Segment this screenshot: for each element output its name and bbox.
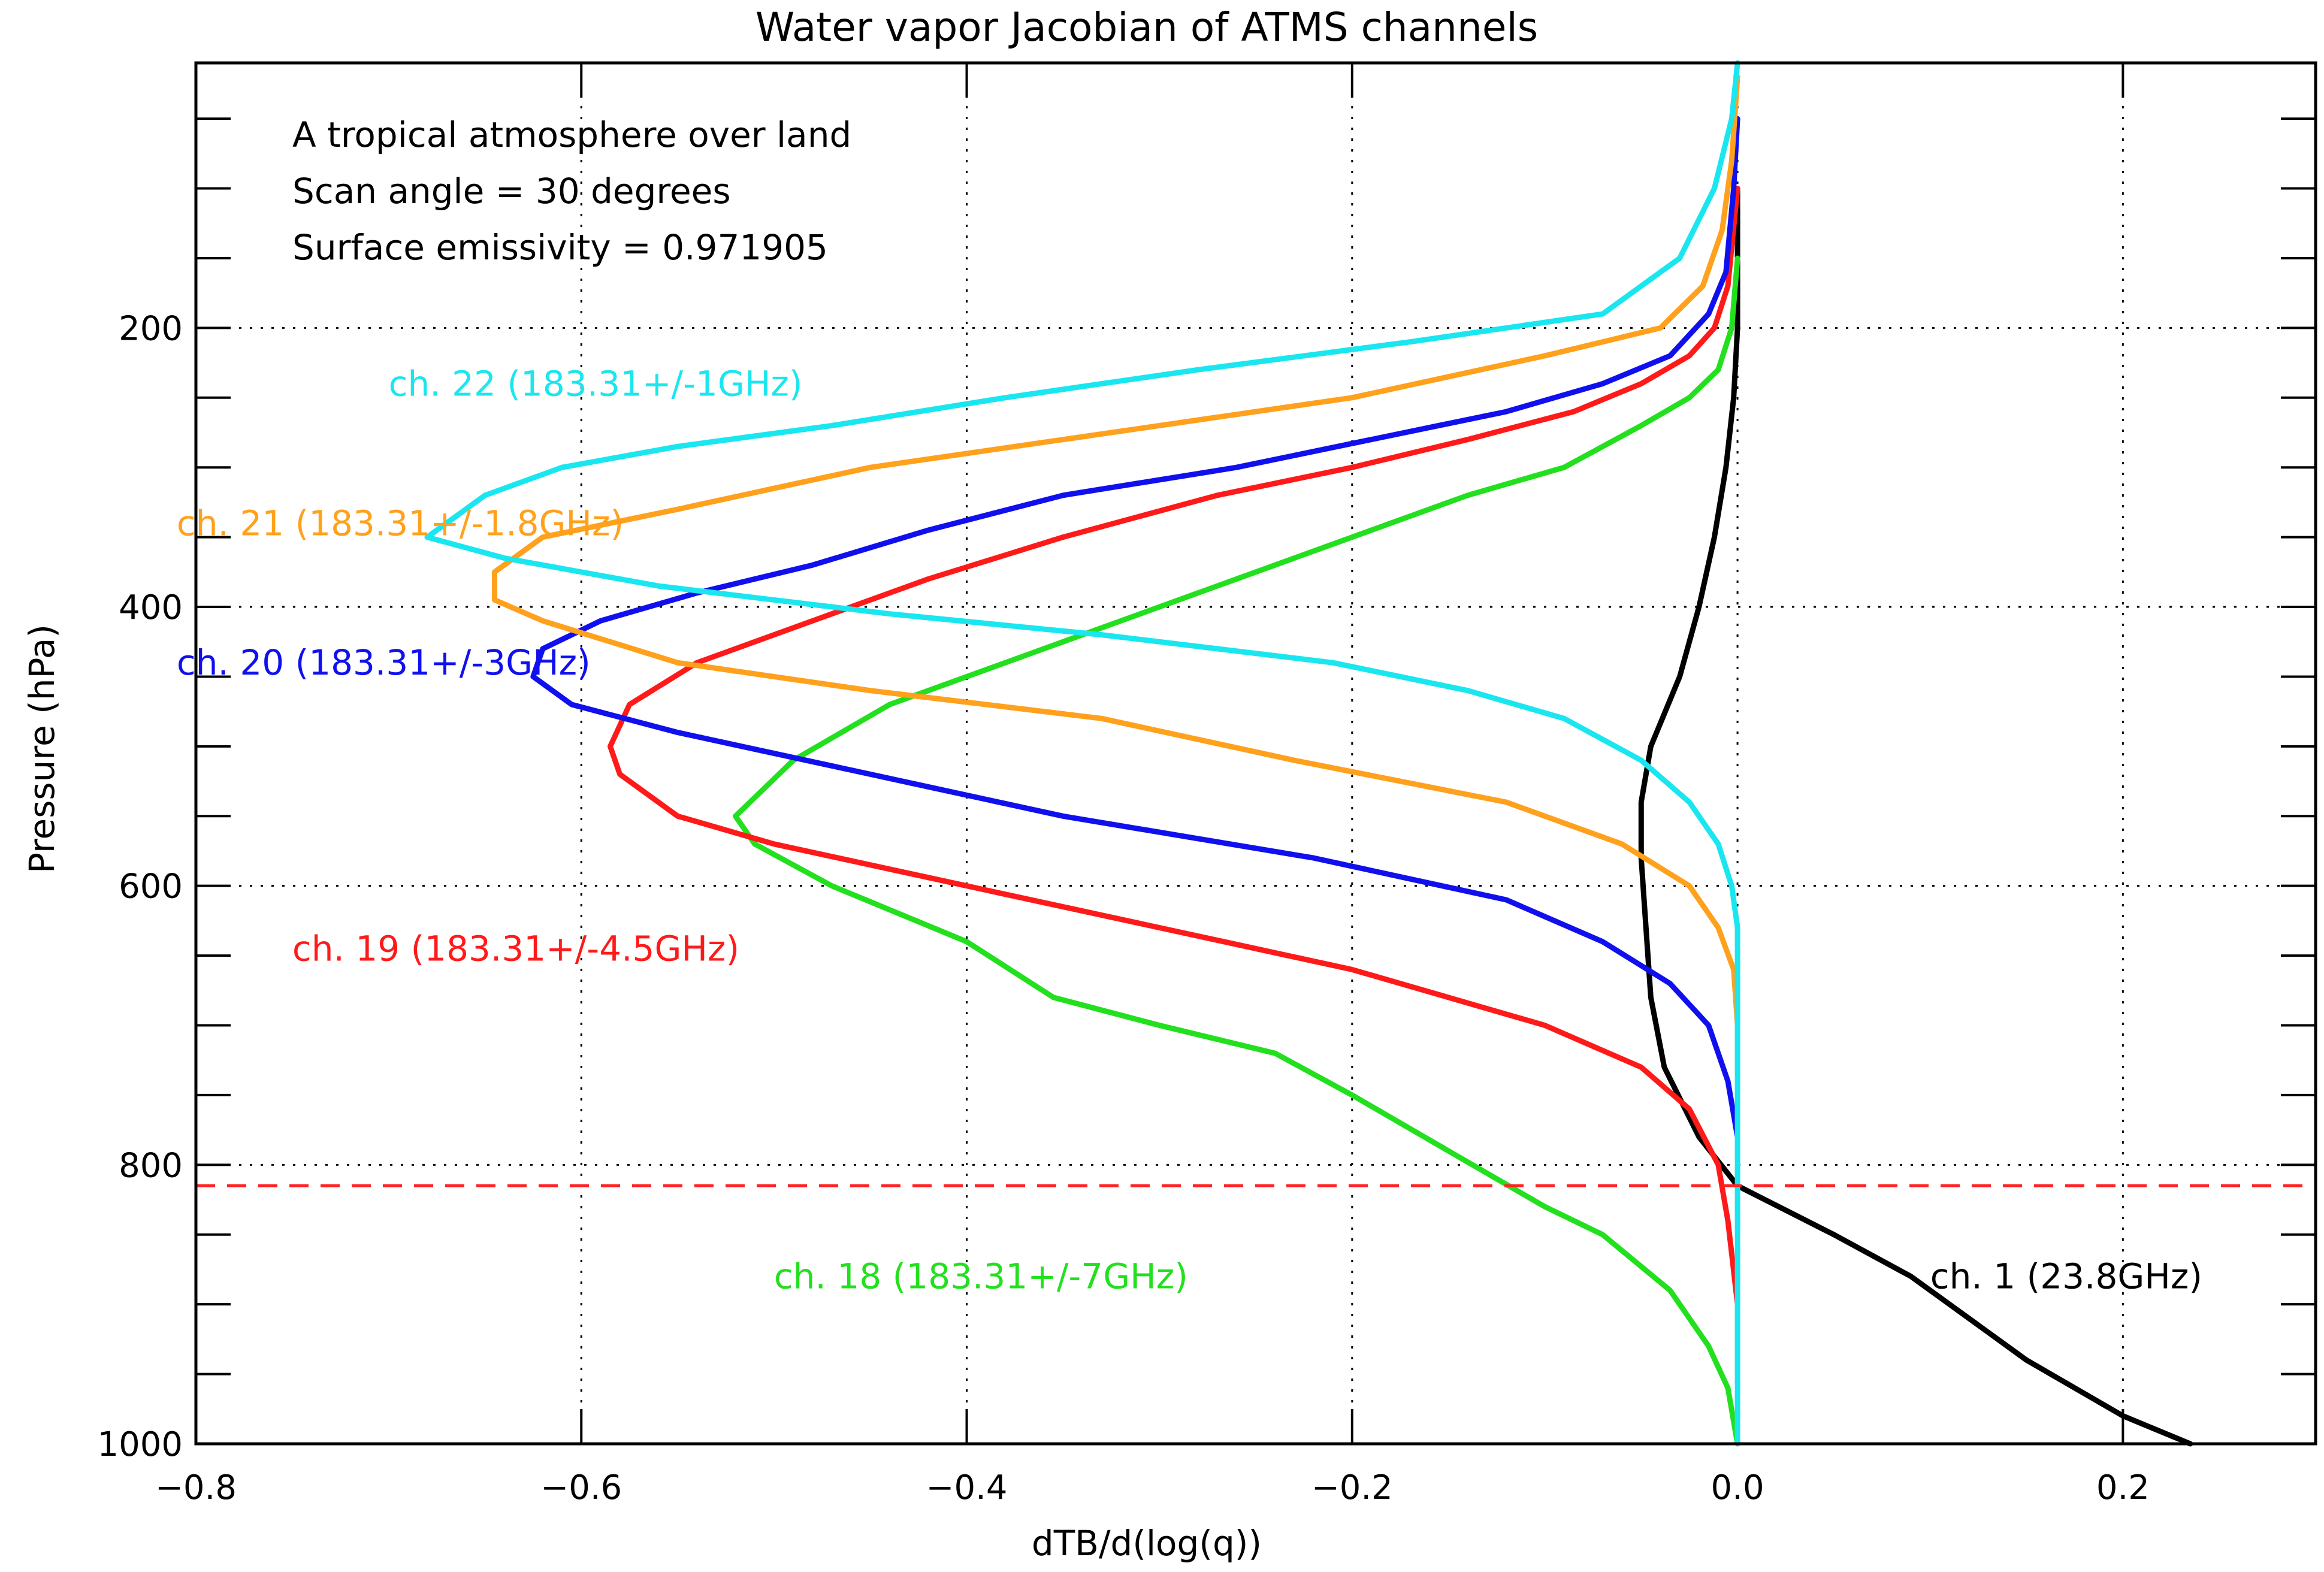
x-tick-label: −0.4 <box>926 1468 1008 1507</box>
y-tick-label: 1000 <box>97 1425 183 1464</box>
x-tick-label: 0.0 <box>1711 1468 1764 1507</box>
x-axis-label: dTB/d(log(q)) <box>1032 1523 1262 1564</box>
series-label-ch-21-183-31-1-8ghz: ch. 21 (183.31+/-1.8GHz) <box>177 503 624 543</box>
x-tick-label: −0.2 <box>1311 1468 1393 1507</box>
chart-title: Water vapor Jacobian of ATMS channels <box>755 4 1538 50</box>
series-labels: ch. 1 (23.8GHz) ch. 18 (183.31+/-7GHz) ch.… <box>177 364 2202 1297</box>
y-tick-label: 800 <box>119 1146 183 1185</box>
series-line-ch-20-183-31-3ghz <box>530 116 1740 1140</box>
series-label-ch-20-183-31-3ghz: ch. 20 (183.31+/-3GHz) <box>177 642 591 683</box>
y-tick-label: 600 <box>119 867 183 906</box>
x-tick-label: 0.2 <box>2096 1468 2150 1507</box>
series-label-ch-22-183-31-1ghz: ch. 22 (183.31+/-1GHz) <box>389 364 803 404</box>
series-line-ch-22-183-31-1ghz <box>424 60 1740 1447</box>
series-line-ch-18-183-31-7ghz <box>733 255 1740 1447</box>
tick-labels: −0.8 −0.6 −0.4 −0.2 0.0 0.2 200 400 600 800 1000 <box>97 309 2149 1507</box>
series-line-ch-21-183-31-1-8ghz <box>492 74 1740 1028</box>
info-line: Surface emissivity = 0.971905 <box>292 227 828 268</box>
info-line: A tropical atmosphere over land <box>292 114 851 155</box>
info-text: A tropical atmosphere over land Scan angl… <box>292 114 851 268</box>
x-tick-label: −0.8 <box>155 1468 237 1507</box>
info-line: Scan angle = 30 degrees <box>292 171 731 211</box>
x-tick-label: −0.6 <box>540 1468 622 1507</box>
y-axis-label: Pressure (hPa) <box>22 624 62 873</box>
series-line-ch-1-23-8ghz <box>1638 186 2193 1447</box>
series-label-ch-18-183-31-7ghz: ch. 18 (183.31+/-7GHz) <box>774 1256 1188 1297</box>
y-tick-label: 400 <box>119 588 183 627</box>
series-label-ch-1-23-8ghz: ch. 1 (23.8GHz) <box>1930 1256 2202 1297</box>
series-line-ch-19-183-31-4-5ghz <box>608 186 1740 1307</box>
plot-frame <box>194 61 2317 1446</box>
series-lines <box>424 60 2193 1447</box>
series-label-ch-19-183-31-4-5ghz: ch. 19 (183.31+/-4.5GHz) <box>292 928 739 969</box>
y-tick-label: 200 <box>119 309 183 348</box>
